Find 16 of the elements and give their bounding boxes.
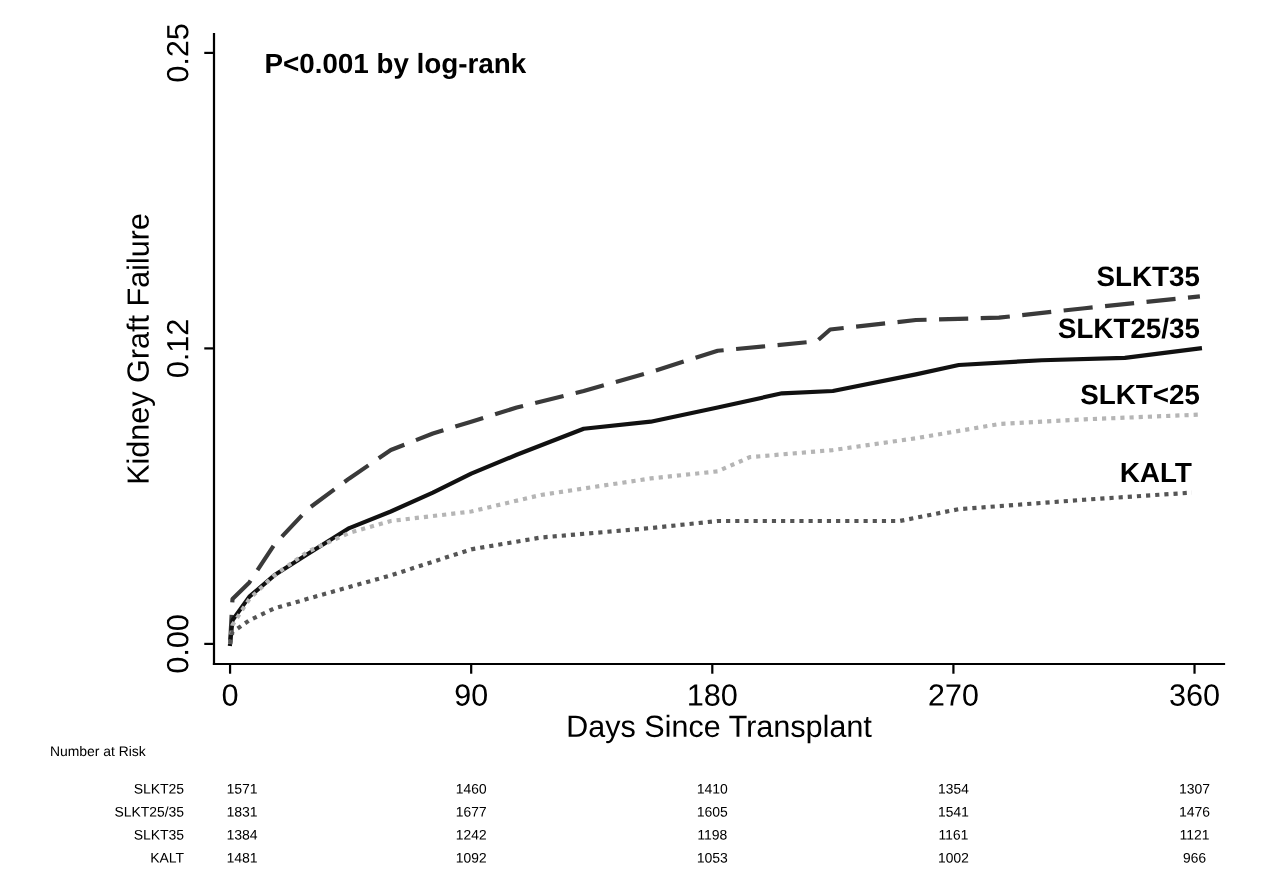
series-label: SLKT35 xyxy=(1097,266,1200,287)
series-label: SLKT<25 xyxy=(1081,384,1200,405)
x-tick-label: 0 xyxy=(222,684,238,706)
y-tick-label: 0.25 xyxy=(166,24,189,82)
y-tick-label: 0.00 xyxy=(166,615,189,673)
series-label: KALT xyxy=(1121,463,1192,483)
y-axis-title: Kidney Graft Failure xyxy=(126,214,155,483)
annotation: P<0.001 by log-rank xyxy=(266,52,527,79)
line-series xyxy=(227,412,1202,646)
x-tick-label: 270 xyxy=(929,684,978,706)
x-tick-label: 180 xyxy=(689,684,737,706)
x-axis-title: Days Since Transplant xyxy=(568,714,872,744)
x-tick-label: 90 xyxy=(455,684,487,706)
x-tick-label: 360 xyxy=(1170,684,1219,706)
series-label: SLKT25/35 xyxy=(1058,317,1200,339)
y-tick-label: 0.12 xyxy=(166,320,189,377)
